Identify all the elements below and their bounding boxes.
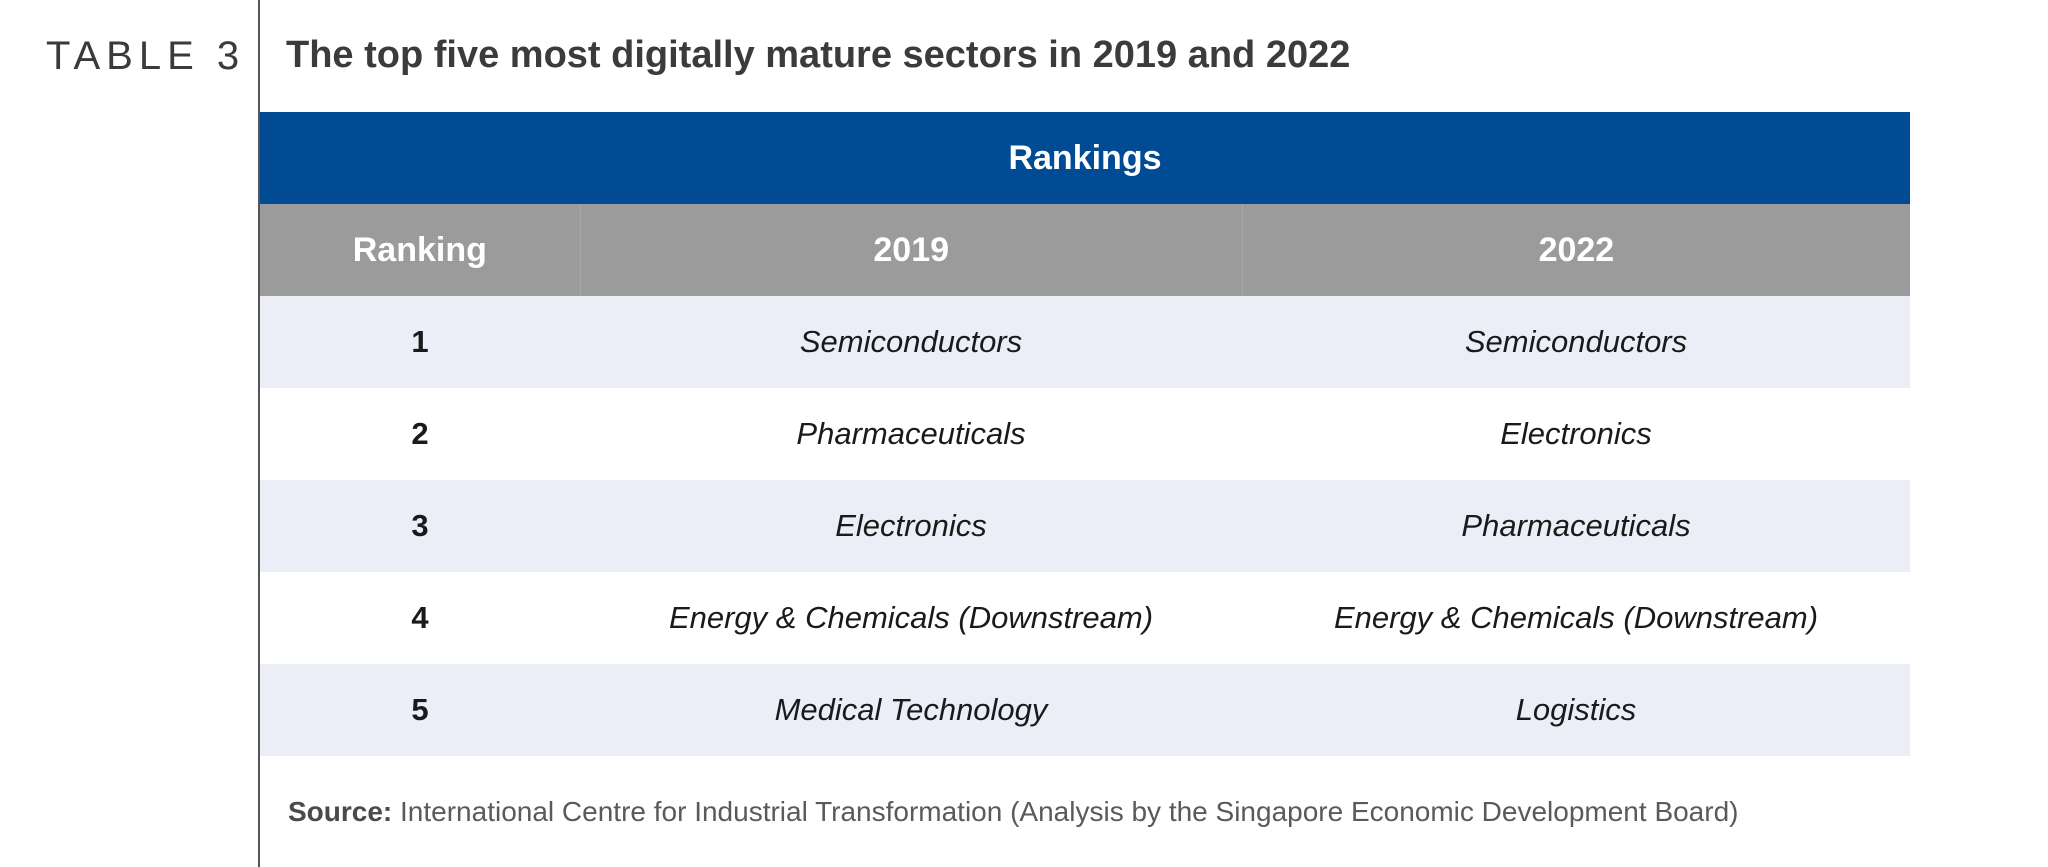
table-title: The top five most digitally mature secto…	[286, 34, 1351, 76]
source-label: Source:	[288, 796, 393, 827]
column-header-ranking: Ranking	[352, 230, 487, 269]
sector-2019-cell: Energy & Chemicals (Downstream)	[668, 600, 1154, 635]
rank-cell: 5	[411, 692, 429, 727]
column-header-2019: 2019	[579, 204, 1242, 296]
table-row: 3 Electronics Pharmaceuticals	[260, 480, 1910, 572]
rank-cell: 3	[411, 508, 429, 543]
sector-2019-cell: Medical Technology	[774, 692, 1048, 727]
table-row: 5 Medical Technology Logistics	[260, 664, 1910, 756]
rank-cell: 4	[411, 600, 429, 635]
vertical-divider	[258, 0, 260, 867]
source-note: Source: International Centre for Industr…	[288, 796, 1738, 828]
sector-2022-cell: Energy & Chemicals (Downstream)	[1333, 600, 1819, 635]
table-label: TABLE 3	[46, 34, 246, 78]
sector-2022-cell: Semiconductors	[1464, 324, 1688, 359]
table-header-row: Ranking 2019 2022	[260, 204, 1910, 296]
sector-2022-cell: Logistics	[1515, 692, 1637, 727]
table-row: 4 Energy & Chemicals (Downstream) Energy…	[260, 572, 1910, 664]
source-text: International Centre for Industrial Tran…	[392, 796, 1739, 827]
sector-2022-cell: Pharmaceuticals	[1461, 508, 1691, 543]
sector-2019-cell: Pharmaceuticals	[796, 416, 1026, 451]
table-row: 1 Semiconductors Semiconductors	[260, 296, 1910, 388]
sector-2022-cell: Electronics	[1500, 416, 1652, 451]
table-row: 2 Pharmaceuticals Electronics	[260, 388, 1910, 480]
table-band-title: Rankings	[260, 112, 1910, 204]
rank-cell: 2	[411, 416, 429, 451]
rankings-table: Rankings Ranking 2019 2022 1 Semiconduct…	[260, 112, 1910, 756]
sector-2019-cell: Electronics	[835, 508, 987, 543]
rank-cell: 1	[411, 324, 429, 359]
column-header-2022: 2022	[1241, 204, 1910, 296]
sector-2019-cell: Semiconductors	[799, 324, 1023, 359]
